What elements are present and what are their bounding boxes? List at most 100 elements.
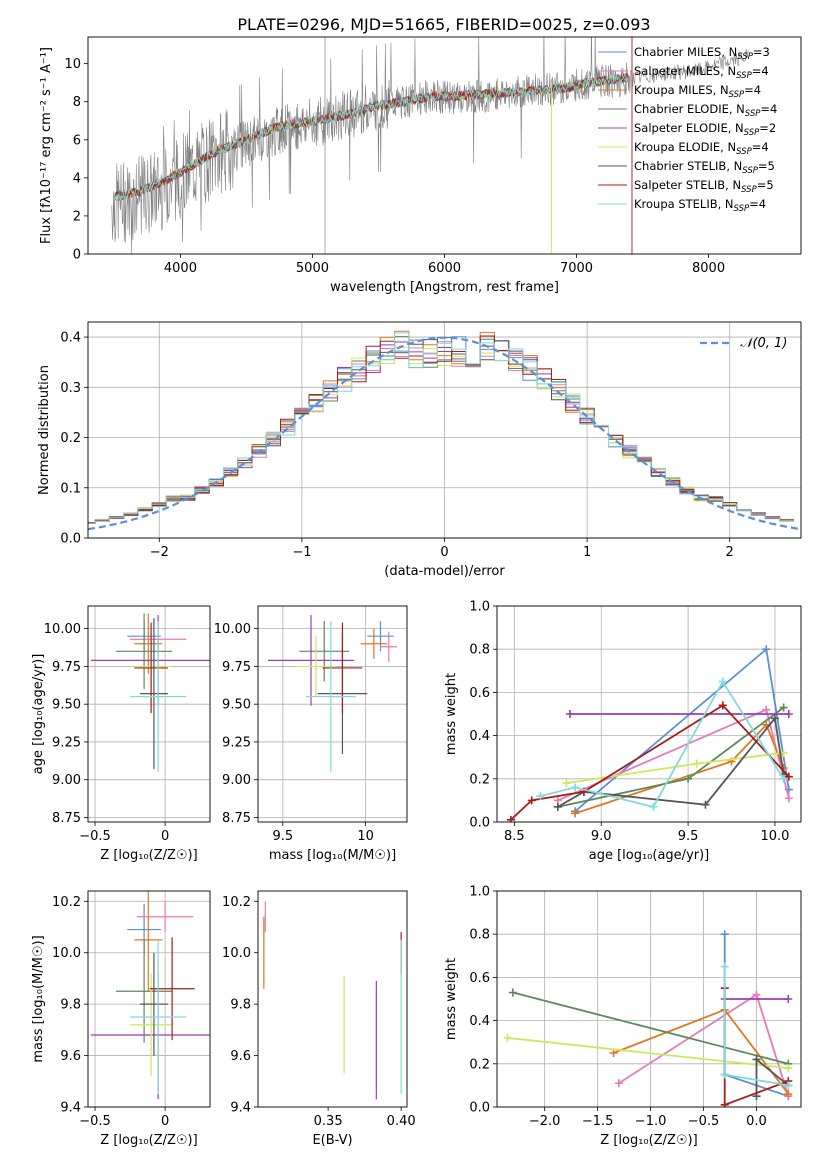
- histogram-kroupa_elodie: [88, 346, 794, 524]
- age-vs-metallicity-panel: −0.5 0 8.75 9.00 9.25 9.50 9.75 10.00 Z [log₁₀(Z…: [31, 605, 211, 863]
- weight-marker-salpeter_stelib: [718, 701, 727, 710]
- axes-frame: [257, 605, 408, 823]
- y-tick-label: 9.6: [230, 1049, 251, 1064]
- x-axis-label: mass [log₁₀(M/M☉)]: [269, 848, 396, 863]
- x-tick-label: −0.5: [688, 1114, 720, 1129]
- y-tick-label: 9.25: [222, 735, 251, 750]
- legend-subscript: SSP: [734, 204, 750, 214]
- weight-marker-salpeter_stelib: [506, 815, 515, 822]
- weight-vs-age-panel: 8.5 9.0 9.5 10.0 0.0 0.2 0.4 0.6 0.8 1.0 age [log₁…: [444, 600, 802, 863]
- legend-label: Salpeter ELODIE, NSSP=2: [634, 121, 776, 138]
- y-tick-label: 8.75: [222, 811, 251, 826]
- y-tick-label: 0.0: [469, 816, 490, 831]
- x-axis-label: wavelength [Angstrom, rest frame]: [330, 280, 559, 295]
- x-tick-label: 6000: [428, 261, 461, 276]
- x-tick-label: −1: [292, 545, 311, 560]
- x-tick-label: 9.5: [272, 829, 293, 844]
- weight-marker-salpeter_miles: [784, 794, 793, 803]
- x-tick-label: 4000: [164, 261, 197, 276]
- legend-subscript: SSP: [736, 71, 752, 81]
- weight-marker-salpeter_elodie: [784, 710, 793, 718]
- y-tick-label: 0.8: [469, 643, 490, 658]
- y-tick-label: 0.3: [60, 381, 81, 396]
- y-tick-label: 8: [73, 95, 81, 110]
- axes-frame: [87, 321, 802, 539]
- y-tick-label: 1.0: [469, 600, 490, 615]
- x-axis-label: Z [log₁₀(Z/Z☉)]: [100, 1133, 197, 1148]
- x-tick-label: 9.0: [591, 829, 612, 844]
- x-tick-label: 7000: [560, 261, 593, 276]
- weight-marker-kroupa_stelib: [779, 774, 788, 783]
- y-tick-label: 9.50: [52, 698, 81, 713]
- plot-area: [503, 930, 793, 1107]
- residuals-panel: −2 −1 0 1 2 0.0 0.1 0.2 0.3 0.4 (data-model)/error…: [37, 321, 802, 579]
- legend-label: Chabrier ELODIE, NSSP=4: [634, 102, 777, 119]
- x-tick-label: 2: [726, 545, 734, 560]
- x-axis-label: age [log₁₀(age/yr)]: [589, 848, 710, 863]
- weight-marker-chabrier_elodie: [508, 988, 517, 997]
- x-axis-label: (data-model)/error: [384, 564, 505, 579]
- x-tick-label: 0.40: [387, 1114, 416, 1129]
- weight-marker-kroupa_stelib: [536, 792, 545, 801]
- weight-marker-kroupa_stelib: [720, 962, 729, 971]
- weight-line-salpeter_stelib: [510, 704, 790, 821]
- y-axis-label: Flux [fλ10⁻¹⁷ erg cm⁻² s⁻¹ A⁻¹]: [39, 47, 54, 244]
- weight-marker-salpeter_elodie: [784, 995, 793, 1003]
- y-tick-label: 9.50: [222, 698, 251, 713]
- y-tick-label: 0.0: [60, 532, 81, 547]
- y-tick-label: 9.8: [60, 998, 81, 1013]
- y-tick-label: 9.8: [230, 998, 251, 1013]
- y-tick-label: 10.0: [222, 946, 251, 961]
- legend-label-rest: =4: [744, 83, 761, 97]
- weight-marker-kroupa_elodie: [784, 1064, 793, 1073]
- weight-marker-chabrier_stelib: [701, 800, 710, 809]
- x-tick-label: 0: [161, 1114, 169, 1129]
- normal-curve: [88, 336, 801, 531]
- y-tick-label: 10.00: [44, 622, 81, 637]
- x-tick-label: 0.35: [314, 1114, 343, 1129]
- weight-marker-chabrier_stelib: [770, 714, 779, 723]
- weight-line-kroupa_elodie: [507, 1037, 789, 1069]
- x-tick-label: 8000: [692, 261, 725, 276]
- grid-lines: [88, 606, 210, 822]
- y-tick-label: 1.0: [469, 885, 490, 900]
- y-tick-label: 0: [73, 248, 81, 263]
- y-tick-label: 0.0: [469, 1101, 490, 1116]
- x-tick-label: −1.5: [582, 1114, 614, 1129]
- plot-area: [267, 615, 398, 773]
- spectrum-panel: 4000 5000 6000 7000 8000 0 2 4 6 8 10 wavelength [A…: [39, 36, 802, 295]
- y-tick-label: 10: [64, 57, 81, 72]
- normal-legend-label: 𝒩(0, 1): [740, 336, 787, 351]
- y-axis-label: Normed distribution: [37, 365, 52, 495]
- weight-marker-chabrier_stelib: [553, 802, 562, 811]
- x-tick-label: −2.0: [529, 1114, 561, 1129]
- legend-subscript: SSP: [742, 166, 758, 176]
- weight-line-chabrier_stelib: [557, 716, 785, 808]
- model-spectrum-kroupa_stelib: [113, 74, 630, 201]
- weight-marker-chabrier_elodie: [779, 703, 788, 712]
- legend-subscript: SSP: [736, 147, 752, 157]
- mass-vs-metallicity-panel: −0.5 0 9.4 9.6 9.8 10.0 10.2 Z [log₁₀(Z/Z☉)] mas…: [31, 890, 211, 1148]
- weight-marker-kroupa_elodie: [562, 779, 571, 788]
- weight-marker-salpeter_elodie: [565, 710, 574, 718]
- y-axis-label: mass weight: [444, 958, 459, 1040]
- y-tick-label: 0.6: [469, 971, 490, 986]
- x-tick-label: 10.0: [760, 829, 789, 844]
- axes-frame: [87, 890, 211, 1108]
- weight-marker-kroupa_stelib: [649, 802, 658, 811]
- y-tick-label: 9.75: [222, 660, 251, 675]
- histogram-salpeter_stelib: [88, 335, 794, 524]
- weight-marker-chabrier_elodie: [684, 774, 693, 783]
- histogram-salpeter_elodie: [88, 341, 794, 524]
- y-tick-label: 6: [73, 133, 81, 148]
- y-tick-label: 9.00: [222, 773, 251, 788]
- age-vs-mass-panel: 9.5 10 8.75 9.00 9.25 9.50 9.75 10.00 mass [log₁…: [214, 605, 408, 863]
- y-tick-label: 0.8: [469, 928, 490, 943]
- legend-label: Salpeter STELIB, NSSP=5: [634, 178, 774, 195]
- axes-frame: [496, 890, 802, 1108]
- y-axis-label: age [log₁₀(age/yr)]: [31, 654, 46, 775]
- legend-label-rest: =4: [749, 197, 766, 211]
- weight-marker-salpeter_stelib: [784, 772, 793, 781]
- legend-subscript: SSP: [744, 128, 760, 138]
